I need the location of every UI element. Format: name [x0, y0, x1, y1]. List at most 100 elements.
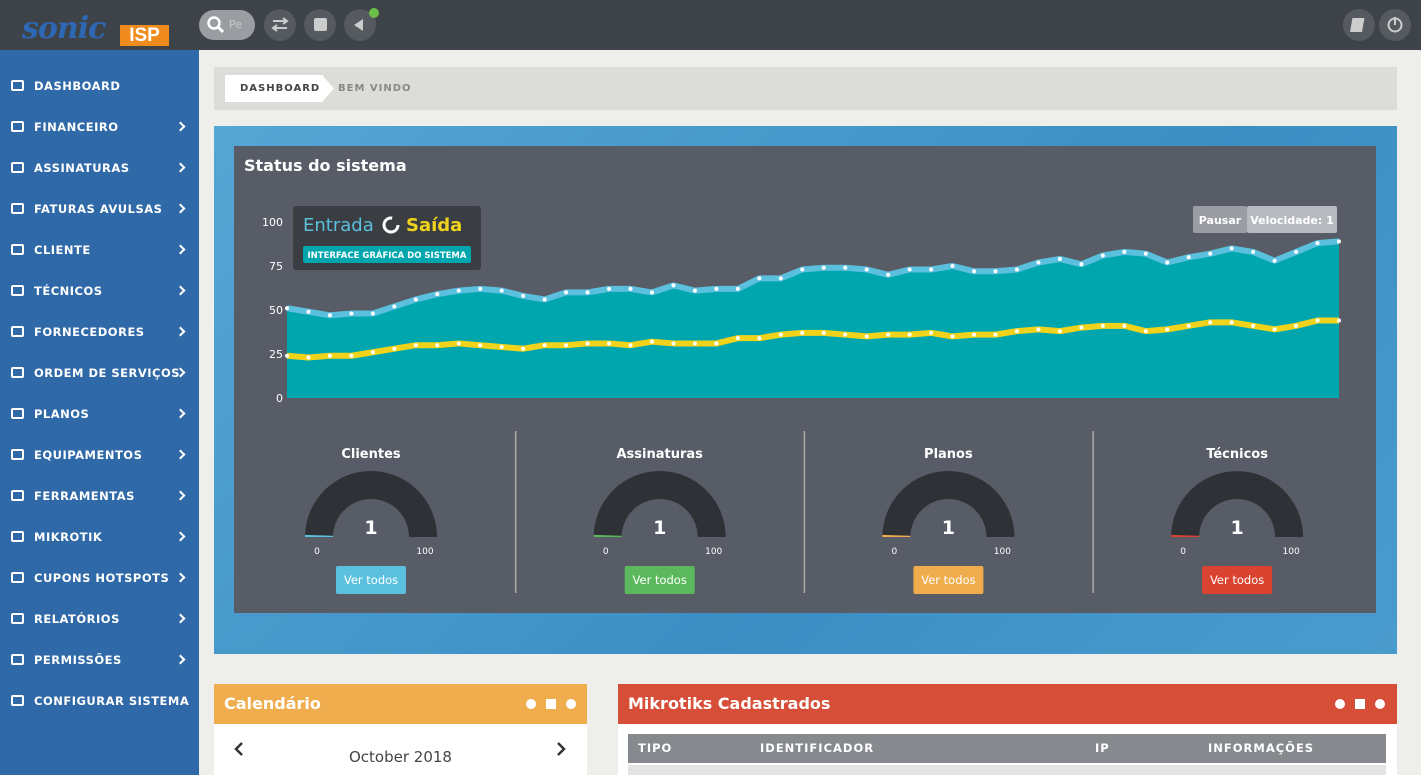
view-all-button[interactable]	[913, 566, 984, 594]
data-point	[993, 332, 998, 337]
menu-label: ASSINATURAS	[34, 161, 130, 175]
data-point	[349, 311, 354, 316]
data-point	[1122, 323, 1127, 328]
data-point	[886, 332, 891, 337]
menu-icon	[11, 203, 24, 214]
menu-item[interactable]: ASSINATURAS	[0, 153, 199, 183]
data-point	[800, 330, 805, 335]
gauge-title: Planos	[924, 447, 973, 462]
pause-button[interactable]	[1193, 206, 1247, 233]
menu-item[interactable]: FATURAS AVULSAS	[0, 194, 199, 224]
menu-icon	[11, 408, 24, 419]
panel-title: Calendário	[224, 694, 321, 713]
gauge-track	[882, 471, 1015, 537]
search-placeholder: Pe	[229, 18, 243, 31]
menu-item[interactable]: CLIENTE	[0, 235, 199, 265]
y-tick-label: 0	[276, 392, 283, 405]
data-point	[306, 309, 311, 314]
data-point	[1337, 239, 1341, 244]
data-point	[692, 341, 697, 346]
data-point	[370, 350, 375, 355]
data-point	[864, 334, 869, 339]
view-all-button[interactable]	[624, 566, 695, 594]
data-point	[1272, 327, 1277, 332]
menu-item[interactable]: CUPONS HOTSPOTS	[0, 563, 199, 593]
menu-item[interactable]: TÉCNICOS	[0, 276, 199, 306]
menu-label: MIKROTIK	[34, 530, 103, 544]
menu-label: CUPONS HOTSPOTS	[34, 571, 170, 585]
data-point	[1165, 260, 1170, 265]
status-dot	[369, 8, 379, 18]
data-point	[499, 288, 504, 293]
data-point	[1036, 260, 1041, 265]
transfer-button[interactable]	[264, 9, 296, 41]
y-tick-label: 75	[269, 260, 283, 273]
data-point	[1057, 256, 1062, 261]
menu-item[interactable]: RELATÓRIOS	[0, 604, 199, 634]
calendar-month: October 2018	[349, 748, 452, 766]
menu-item[interactable]: EQUIPAMENTOS	[0, 440, 199, 470]
menu-item[interactable]: FORNECEDORES	[0, 317, 199, 347]
data-point	[929, 330, 934, 335]
data-point	[306, 355, 311, 360]
gauge-title: Clientes	[341, 447, 401, 462]
menu-item[interactable]: PLANOS	[0, 399, 199, 429]
chevron	[175, 285, 186, 296]
data-point	[950, 334, 955, 339]
menu-item[interactable]: FINANCEIRO	[0, 112, 199, 142]
view-all-label: Ver todos	[1210, 573, 1264, 587]
data-point	[607, 341, 612, 346]
menu-icon	[11, 121, 24, 132]
data-point	[692, 288, 697, 293]
gauge-max: 100	[994, 547, 1011, 557]
data-point	[929, 267, 934, 272]
gauge-value-label: 1	[653, 517, 666, 539]
data-point	[1294, 249, 1299, 254]
data-point	[972, 332, 977, 337]
gauge-value-label: 1	[364, 517, 377, 539]
view-all-button[interactable]	[336, 566, 406, 594]
data-point	[413, 297, 418, 302]
menu-item[interactable]: PERMISSÕES	[0, 645, 199, 675]
menu-item[interactable]: CONFIGURAR SISTEMA	[0, 686, 199, 716]
data-point	[757, 336, 762, 341]
gauge-min: 0	[1180, 547, 1186, 557]
chevron	[175, 490, 186, 501]
data-point	[950, 264, 955, 268]
data-point	[1272, 258, 1277, 263]
data-point	[1229, 320, 1234, 325]
table-row	[628, 765, 1386, 775]
speed-button[interactable]	[1247, 206, 1337, 233]
logo[interactable]: sonic	[22, 11, 106, 46]
breadcrumb-item[interactable]: DASHBOARD	[225, 75, 323, 102]
breadcrumb-item: BEM VINDO	[338, 83, 412, 94]
menu-item[interactable]: ORDEM DE SERVIÇOS	[0, 358, 199, 388]
mikrotiks-panel: Mikrotiks Cadastrados TIPO IDENTIFICADOR I…	[618, 684, 1397, 775]
gauge-value	[305, 534, 334, 537]
data-point	[1251, 249, 1256, 254]
right-icons	[1350, 17, 1403, 33]
menu-label: EQUIPAMENTOS	[34, 448, 143, 462]
breadcrumb	[214, 67, 1397, 110]
series-line	[286, 238, 1340, 319]
menu-item[interactable]: DASHBOARD	[0, 71, 199, 101]
menu-item[interactable]: FERRAMENTAS	[0, 481, 199, 511]
menu-label: FINANCEIRO	[34, 120, 119, 134]
menu-item[interactable]: MIKROTIK	[0, 522, 199, 552]
view-all-button[interactable]	[1202, 566, 1273, 594]
panel-header: Mikrotiks Cadastrados	[618, 684, 1397, 724]
panel-header: Calendário	[214, 684, 587, 724]
data-point	[478, 286, 483, 291]
chevron	[175, 449, 186, 460]
gauge-min: 0	[892, 547, 898, 557]
data-point	[478, 343, 483, 348]
gauge-value-label: 1	[1230, 517, 1243, 539]
chevron	[175, 326, 186, 337]
top-bar: sonic ISP Pe	[0, 0, 1421, 50]
data-point	[1337, 318, 1341, 323]
search-icon	[207, 16, 225, 34]
data-point	[435, 343, 440, 348]
menu-label: FERRAMENTAS	[34, 489, 135, 503]
data-point	[671, 283, 676, 288]
